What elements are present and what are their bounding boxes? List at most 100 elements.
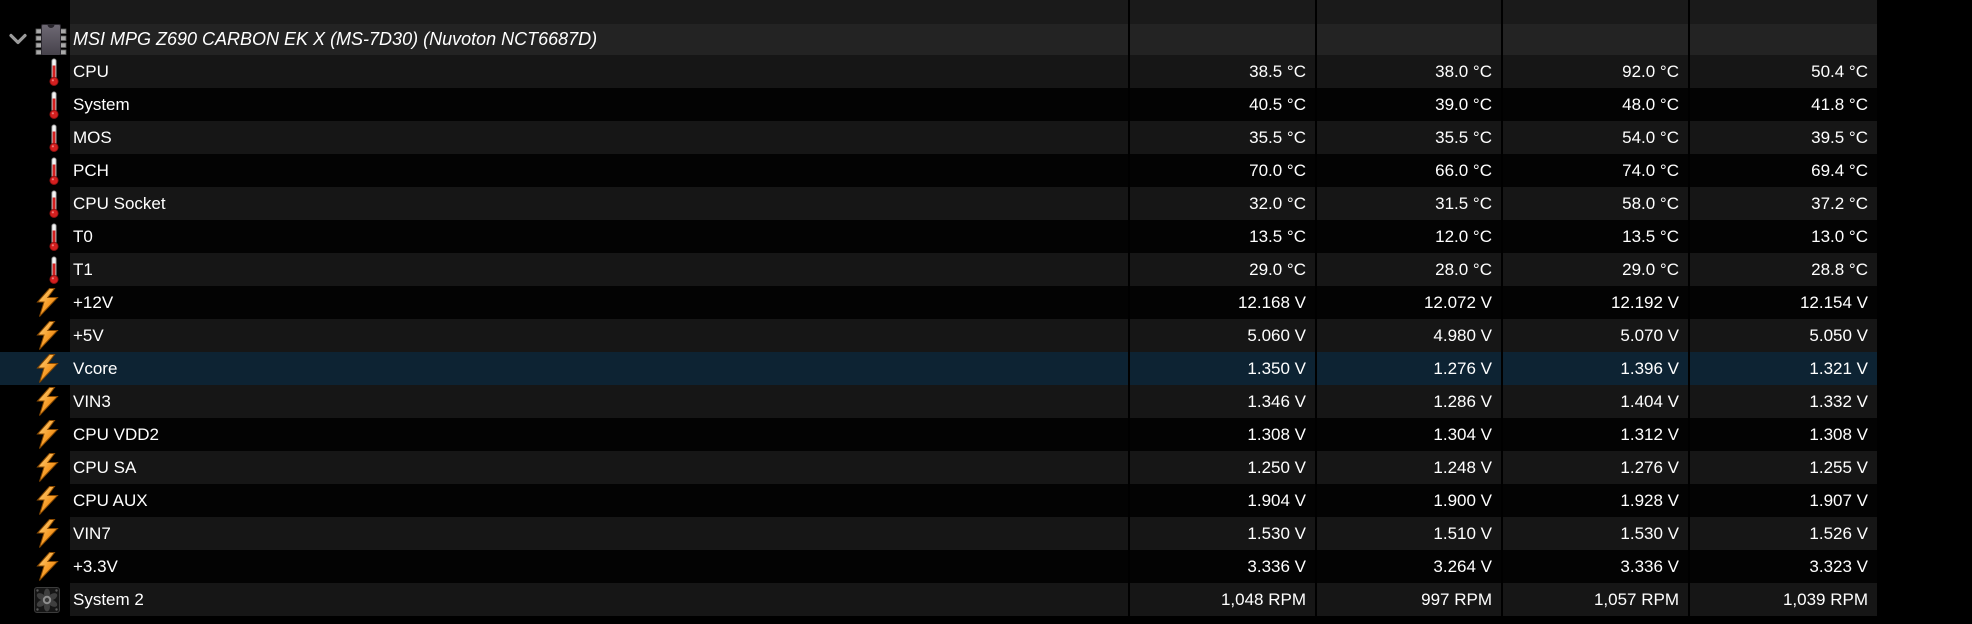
sensor-value: 1.332 V	[1688, 385, 1877, 418]
row-icon-gutter	[0, 352, 70, 385]
sensor-label: CPU Socket	[70, 187, 1128, 220]
sensor-value: 13.0 °C	[1688, 220, 1877, 253]
sensor-row[interactable]: VIN3 1.346 V 1.286 V 1.404 V 1.332 V	[0, 385, 1877, 418]
voltage-bolt-icon	[35, 519, 60, 548]
partial-value-cell	[1501, 0, 1688, 24]
row-icon-gutter	[0, 517, 70, 550]
sensor-value: 35.5 °C	[1315, 121, 1501, 154]
sensor-value: 1,039 RPM	[1688, 583, 1877, 616]
row-icon-gutter	[0, 484, 70, 517]
sensor-label: T1	[70, 253, 1128, 286]
sensor-group-header[interactable]: MSI MPG Z690 CARBON EK X (MS-7D30) (Nuvo…	[0, 23, 1877, 56]
sensor-value: 1.286 V	[1315, 385, 1501, 418]
sensor-value: 1,057 RPM	[1501, 583, 1688, 616]
sensor-value: 4.980 V	[1315, 319, 1501, 352]
sensor-row[interactable]: T0 13.5 °C 12.0 °C 13.5 °C 13.0 °C	[0, 220, 1877, 253]
partial-name-cell	[70, 0, 1128, 24]
sensor-value: 12.154 V	[1688, 286, 1877, 319]
sensor-group-title: MSI MPG Z690 CARBON EK X (MS-7D30) (Nuvo…	[70, 24, 1128, 55]
sensor-value: 12.0 °C	[1315, 220, 1501, 253]
thermometer-icon	[48, 156, 60, 185]
sensor-label: CPU	[70, 55, 1128, 88]
sensor-table: MSI MPG Z690 CARBON EK X (MS-7D30) (Nuvo…	[0, 0, 1877, 616]
row-icon-gutter	[0, 121, 70, 154]
sensor-row[interactable]: T1 29.0 °C 28.0 °C 29.0 °C 28.8 °C	[0, 253, 1877, 286]
sensor-label: System	[70, 88, 1128, 121]
sensor-value: 1.346 V	[1128, 385, 1315, 418]
partial-gutter	[0, 0, 70, 24]
sensor-value: 5.050 V	[1688, 319, 1877, 352]
row-icon-gutter	[0, 187, 70, 220]
sensor-label: PCH	[70, 154, 1128, 187]
row-icon-gutter	[0, 220, 70, 253]
sensor-value: 40.5 °C	[1128, 88, 1315, 121]
sensor-row[interactable]: CPU 38.5 °C 38.0 °C 92.0 °C 50.4 °C	[0, 55, 1877, 88]
sensor-value: 1.530 V	[1128, 517, 1315, 550]
row-icon-gutter	[0, 286, 70, 319]
sensor-value: 29.0 °C	[1501, 253, 1688, 286]
sensor-row[interactable]: CPU AUX 1.904 V 1.900 V 1.928 V 1.907 V	[0, 484, 1877, 517]
sensor-value: 3.264 V	[1315, 550, 1501, 583]
row-icon-gutter	[0, 451, 70, 484]
thermometer-icon	[48, 90, 60, 119]
sensor-value: 35.5 °C	[1128, 121, 1315, 154]
sensor-value: 1.321 V	[1688, 352, 1877, 385]
row-icon-gutter	[0, 154, 70, 187]
thermometer-icon	[48, 57, 60, 86]
fan-icon	[34, 586, 60, 613]
thermometer-icon	[48, 189, 60, 218]
row-icon-gutter	[0, 55, 70, 88]
sensor-row[interactable]: +3.3V 3.336 V 3.264 V 3.336 V 3.323 V	[0, 550, 1877, 583]
header-value-cell	[1501, 24, 1688, 55]
sensor-label: MOS	[70, 121, 1128, 154]
sensor-value: 997 RPM	[1315, 583, 1501, 616]
sensor-value: 1.904 V	[1128, 484, 1315, 517]
sensor-value: 5.070 V	[1501, 319, 1688, 352]
sensor-label: +12V	[70, 286, 1128, 319]
sensor-row[interactable]: Vcore 1.350 V 1.276 V 1.396 V 1.321 V	[0, 352, 1877, 385]
header-value-cell	[1315, 24, 1501, 55]
sensor-label: Vcore	[70, 352, 1128, 385]
sensor-value: 12.072 V	[1315, 286, 1501, 319]
sensor-value: 31.5 °C	[1315, 187, 1501, 220]
sensor-row[interactable]: +12V 12.168 V 12.072 V 12.192 V 12.154 V	[0, 286, 1877, 319]
sensor-value: 3.323 V	[1688, 550, 1877, 583]
sensor-value: 1.255 V	[1688, 451, 1877, 484]
voltage-bolt-icon	[35, 321, 60, 350]
sensor-row[interactable]: PCH 70.0 °C 66.0 °C 74.0 °C 69.4 °C	[0, 154, 1877, 187]
sensor-value: 41.8 °C	[1688, 88, 1877, 121]
sensor-label: CPU SA	[70, 451, 1128, 484]
sensor-row[interactable]: System 2 1,048 RPM 997 RPM 1,057 RPM 1,039 R…	[0, 583, 1877, 616]
thermometer-icon	[48, 222, 60, 251]
sensor-row[interactable]: MOS 35.5 °C 35.5 °C 54.0 °C 39.5 °C	[0, 121, 1877, 154]
sensor-value: 48.0 °C	[1501, 88, 1688, 121]
sensor-value: 74.0 °C	[1501, 154, 1688, 187]
sensor-value: 12.192 V	[1501, 286, 1688, 319]
sensor-value: 3.336 V	[1128, 550, 1315, 583]
sensor-value: 50.4 °C	[1688, 55, 1877, 88]
sensor-row[interactable]: VIN7 1.530 V 1.510 V 1.530 V 1.526 V	[0, 517, 1877, 550]
sensor-row[interactable]: CPU VDD2 1.308 V 1.304 V 1.312 V 1.308 V	[0, 418, 1877, 451]
sensor-value: 38.0 °C	[1315, 55, 1501, 88]
voltage-bolt-icon	[35, 387, 60, 416]
sensor-value: 1.350 V	[1128, 352, 1315, 385]
chevron-down-icon[interactable]	[8, 33, 28, 46]
sensor-row[interactable]: +5V 5.060 V 4.980 V 5.070 V 5.050 V	[0, 319, 1877, 352]
sensor-label: +5V	[70, 319, 1128, 352]
sensor-row[interactable]: CPU SA 1.250 V 1.248 V 1.276 V 1.255 V	[0, 451, 1877, 484]
row-icon-gutter	[0, 319, 70, 352]
voltage-bolt-icon	[35, 552, 60, 581]
sensor-label: CPU VDD2	[70, 418, 1128, 451]
sensor-row[interactable]: CPU Socket 32.0 °C 31.5 °C 58.0 °C 37.2 °C	[0, 187, 1877, 220]
header-value-cell	[1688, 24, 1877, 55]
voltage-bolt-icon	[35, 288, 60, 317]
voltage-bolt-icon	[35, 420, 60, 449]
sensor-value: 28.0 °C	[1315, 253, 1501, 286]
sensor-value: 1.907 V	[1688, 484, 1877, 517]
sensor-label: VIN7	[70, 517, 1128, 550]
sensor-value: 1,048 RPM	[1128, 583, 1315, 616]
sensor-value: 13.5 °C	[1128, 220, 1315, 253]
partial-value-cell	[1128, 0, 1315, 24]
sensor-row[interactable]: System 40.5 °C 39.0 °C 48.0 °C 41.8 °C	[0, 88, 1877, 121]
sensor-label: T0	[70, 220, 1128, 253]
